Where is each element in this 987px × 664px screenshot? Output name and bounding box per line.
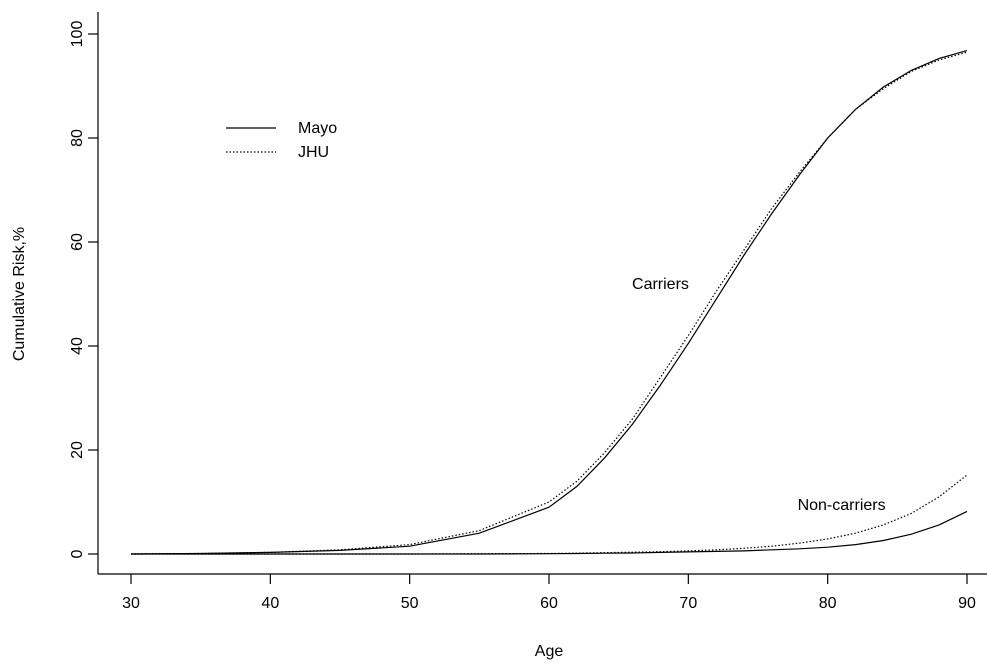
x-axis-title: Age bbox=[535, 643, 564, 660]
x-tick-label: 60 bbox=[540, 595, 558, 612]
annotation-non-carriers: Non-carriers bbox=[798, 497, 886, 514]
y-tick-label: 80 bbox=[69, 129, 86, 147]
x-tick-label: 40 bbox=[261, 595, 279, 612]
series-non-carriers-jhu bbox=[131, 474, 968, 555]
plot-area: 30 40 50 60 70 80 90 0 20 40 60 80 100 Carriers Non-… bbox=[69, 12, 987, 612]
series-non-carriers-mayo bbox=[131, 510, 968, 555]
legend: Mayo JHU bbox=[226, 120, 337, 161]
x-tick-label: 80 bbox=[819, 595, 837, 612]
x-tick-label: 70 bbox=[679, 595, 697, 612]
legend-label-jhu: JHU bbox=[298, 144, 329, 161]
y-tick-label: 40 bbox=[69, 337, 86, 355]
annotations: Carriers Non-carriers bbox=[632, 276, 886, 514]
x-ticks: 30 40 50 60 70 80 90 bbox=[122, 574, 976, 612]
x-tick-label: 90 bbox=[958, 595, 976, 612]
y-tick-label: 60 bbox=[69, 233, 86, 251]
series-carriers-mayo bbox=[130, 50, 968, 555]
x-tick-label: 30 bbox=[122, 595, 140, 612]
annotation-carriers: Carriers bbox=[632, 276, 689, 293]
y-tick-label: 100 bbox=[69, 21, 86, 48]
x-tick-label: 50 bbox=[401, 595, 419, 612]
y-ticks: 0 20 40 60 80 100 bbox=[69, 21, 98, 558]
y-tick-label: 20 bbox=[69, 441, 86, 459]
series-lines bbox=[130, 50, 968, 555]
y-tick-label: 0 bbox=[69, 549, 86, 558]
legend-label-mayo: Mayo bbox=[298, 120, 337, 137]
y-axis-title: Cumulative Risk,% bbox=[11, 227, 28, 361]
